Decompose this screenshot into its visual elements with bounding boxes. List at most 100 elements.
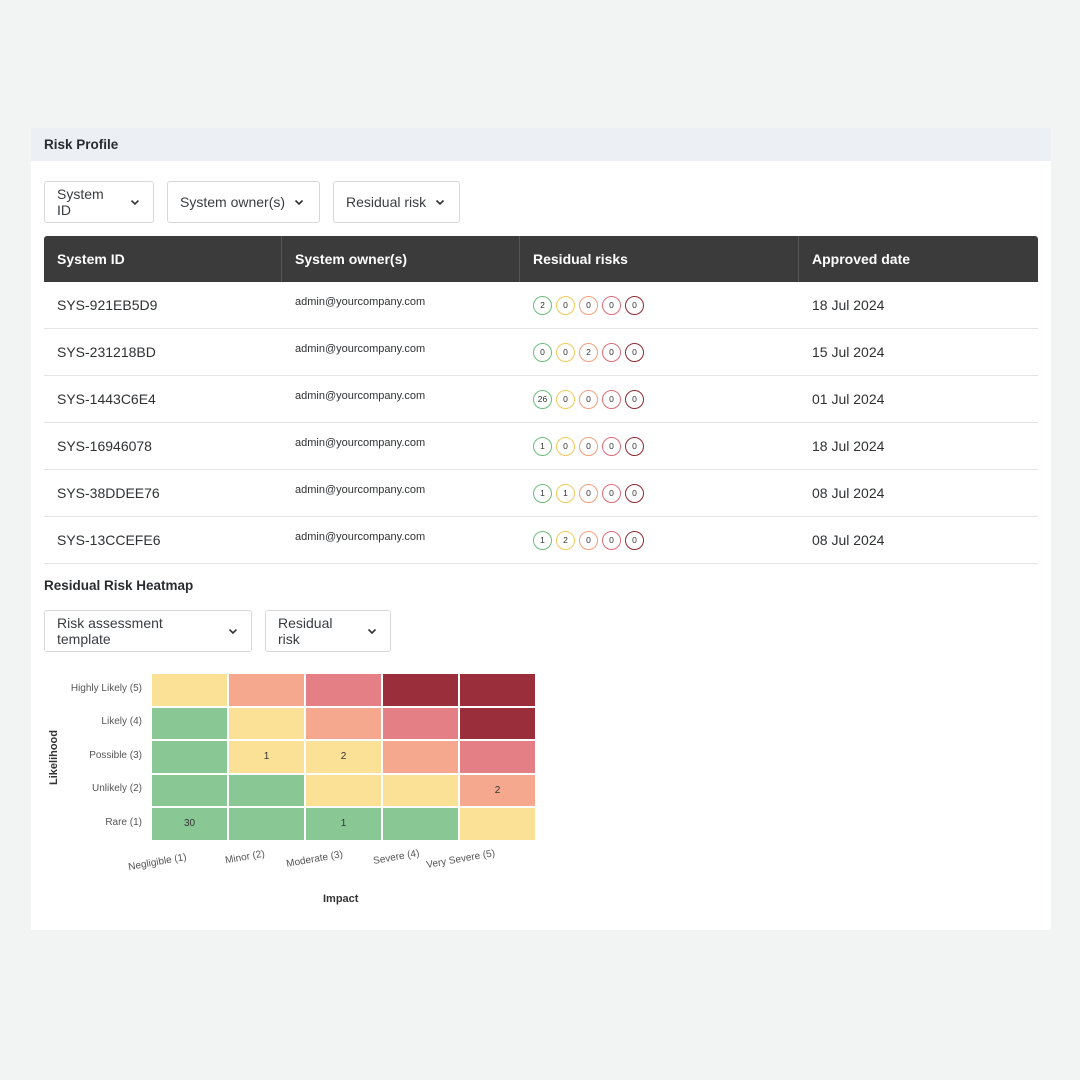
approved-date-cell: 15 Jul 2024 bbox=[812, 344, 885, 360]
risk-count-badge: 0 bbox=[556, 389, 575, 409]
heatmap-cell[interactable] bbox=[229, 774, 304, 806]
column-header-owner[interactable]: System owner(s) bbox=[282, 236, 520, 282]
owner-cell: admin@yourcompany.com bbox=[295, 390, 426, 402]
heatmap-filters: Risk assessment template Residual risk bbox=[44, 610, 391, 652]
heatmap-cell[interactable] bbox=[383, 741, 458, 773]
heatmap-cell[interactable] bbox=[383, 808, 458, 840]
heatmap-cell[interactable] bbox=[383, 774, 458, 806]
section-header: Risk Profile bbox=[31, 128, 1051, 161]
risk-count-badge: 0 bbox=[625, 389, 644, 409]
heatmap-cell[interactable]: 30 bbox=[152, 808, 227, 840]
filter-residual-risk[interactable]: Residual risk bbox=[333, 181, 460, 223]
heatmap-cell[interactable]: 2 bbox=[460, 774, 535, 806]
approved-date-cell: 01 Jul 2024 bbox=[812, 391, 885, 407]
heatmap-cell[interactable] bbox=[306, 707, 381, 739]
system-id-cell[interactable]: SYS-38DDEE76 bbox=[57, 485, 160, 501]
y-tick-label: Possible (3) bbox=[89, 749, 142, 761]
filter-risk-assessment-template[interactable]: Risk assessment template bbox=[44, 610, 252, 652]
risk-count-badge: 2 bbox=[533, 295, 552, 315]
heatmap-cell[interactable] bbox=[152, 741, 227, 773]
heatmap-cell[interactable] bbox=[152, 674, 227, 706]
heatmap-cell[interactable] bbox=[460, 707, 535, 739]
x-tick-label: Minor (2) bbox=[224, 848, 266, 866]
risk-count-badge: 26 bbox=[533, 389, 552, 409]
system-id-cell[interactable]: SYS-231218BD bbox=[57, 344, 156, 360]
chevron-down-icon bbox=[131, 199, 140, 206]
column-header-system-id[interactable]: System ID bbox=[44, 236, 282, 282]
table-row[interactable]: SYS-231218BD admin@yourcompany.com 0 0 2 0 0 15… bbox=[44, 329, 1038, 376]
filter-label: Residual risk bbox=[278, 615, 333, 647]
column-header-residual-risks[interactable]: Residual risks bbox=[520, 236, 799, 282]
heatmap-cell[interactable] bbox=[229, 808, 304, 840]
y-tick-label: Highly Likely (5) bbox=[70, 682, 142, 694]
section-title: Risk Profile bbox=[44, 137, 119, 152]
heatmap-cell[interactable] bbox=[460, 808, 535, 840]
table-filters: System ID System owner(s) Residual risk bbox=[44, 181, 460, 223]
risk-count-badge: 0 bbox=[625, 342, 644, 362]
system-id-cell[interactable]: SYS-13CCEFE6 bbox=[57, 532, 161, 548]
system-id-cell[interactable]: SYS-921EB5D9 bbox=[57, 297, 158, 313]
approved-date-cell: 08 Jul 2024 bbox=[812, 485, 885, 501]
risk-count-badge: 0 bbox=[602, 389, 621, 409]
heatmap-cell[interactable]: 1 bbox=[306, 808, 381, 840]
risk-count-badge: 2 bbox=[579, 342, 598, 362]
heatmap-cell[interactable] bbox=[306, 774, 381, 806]
table-row[interactable]: SYS-16946078 admin@yourcompany.com 1 0 0 0 0 18… bbox=[44, 423, 1038, 470]
y-tick-label: Rare (1) bbox=[105, 816, 142, 828]
x-tick-label: Very Severe (5) bbox=[425, 847, 496, 871]
filter-label: System owner(s) bbox=[180, 194, 286, 210]
x-tick-label: Moderate (3) bbox=[285, 848, 344, 870]
risk-count-badge: 0 bbox=[556, 342, 575, 362]
risk-count-badge: 0 bbox=[602, 436, 621, 456]
chevron-down-icon bbox=[436, 199, 445, 206]
risk-count-badge: 0 bbox=[625, 436, 644, 456]
heatmap-cell[interactable] bbox=[229, 707, 304, 739]
risk-count-badge: 0 bbox=[579, 530, 598, 550]
filter-system-id[interactable]: System ID bbox=[44, 181, 154, 223]
risk-count-badge: 0 bbox=[556, 295, 575, 315]
systems-table: System ID System owner(s) Residual risks… bbox=[44, 236, 1038, 564]
owner-cell: admin@yourcompany.com bbox=[295, 531, 426, 543]
heatmap-cell[interactable]: 2 bbox=[306, 741, 381, 773]
approved-date-cell: 18 Jul 2024 bbox=[812, 297, 885, 313]
risk-count-badge: 0 bbox=[625, 295, 644, 315]
system-id-cell[interactable]: SYS-16946078 bbox=[57, 438, 152, 454]
owner-cell: admin@yourcompany.com bbox=[295, 296, 426, 308]
heatmap-cell[interactable] bbox=[306, 674, 381, 706]
risk-count-badge: 1 bbox=[533, 530, 552, 550]
table-row[interactable]: SYS-38DDEE76 admin@yourcompany.com 1 1 0 0 0 08… bbox=[44, 470, 1038, 517]
heatmap-cell[interactable] bbox=[152, 707, 227, 739]
heatmap-cell[interactable]: 1 bbox=[229, 741, 304, 773]
filter-label: Residual risk bbox=[346, 194, 427, 210]
table-row[interactable]: SYS-13CCEFE6 admin@yourcompany.com 1 2 0 0 0 08… bbox=[44, 517, 1038, 564]
heatmap-cell[interactable] bbox=[152, 774, 227, 806]
heatmap-cell[interactable] bbox=[460, 674, 535, 706]
risk-count-badge: 2 bbox=[556, 530, 575, 550]
table-row[interactable]: SYS-1443C6E4 admin@yourcompany.com 26 0 0 0 0 0… bbox=[44, 376, 1038, 423]
heatmap-cell[interactable] bbox=[460, 741, 535, 773]
filter-system-owner[interactable]: System owner(s) bbox=[167, 181, 320, 223]
chevron-down-icon bbox=[229, 628, 238, 635]
risk-count-badge: 0 bbox=[579, 295, 598, 315]
system-id-cell[interactable]: SYS-1443C6E4 bbox=[57, 391, 156, 407]
risk-count-badge: 0 bbox=[602, 342, 621, 362]
heatmap-title: Residual Risk Heatmap bbox=[44, 578, 194, 593]
table-row[interactable]: SYS-921EB5D9 admin@yourcompany.com 2 0 0 0 0 18… bbox=[44, 282, 1038, 329]
filter-heatmap-residual-risk[interactable]: Residual risk bbox=[265, 610, 391, 652]
heatmap-cell[interactable] bbox=[383, 707, 458, 739]
risk-count-badge: 0 bbox=[602, 483, 621, 503]
risk-count-badge: 0 bbox=[556, 436, 575, 456]
heatmap-cell[interactable] bbox=[229, 674, 304, 706]
table-header: System ID System owner(s) Residual risks… bbox=[44, 236, 1038, 282]
risk-count-badge: 0 bbox=[579, 483, 598, 503]
risk-count-badge: 1 bbox=[533, 436, 552, 456]
column-header-approved-date[interactable]: Approved date bbox=[812, 251, 911, 267]
residual-risks-cell: 26 0 0 0 0 bbox=[520, 376, 799, 422]
x-tick-label: Severe (4) bbox=[372, 847, 421, 867]
heatmap-cell[interactable] bbox=[383, 674, 458, 706]
risk-count-badge: 0 bbox=[625, 483, 644, 503]
